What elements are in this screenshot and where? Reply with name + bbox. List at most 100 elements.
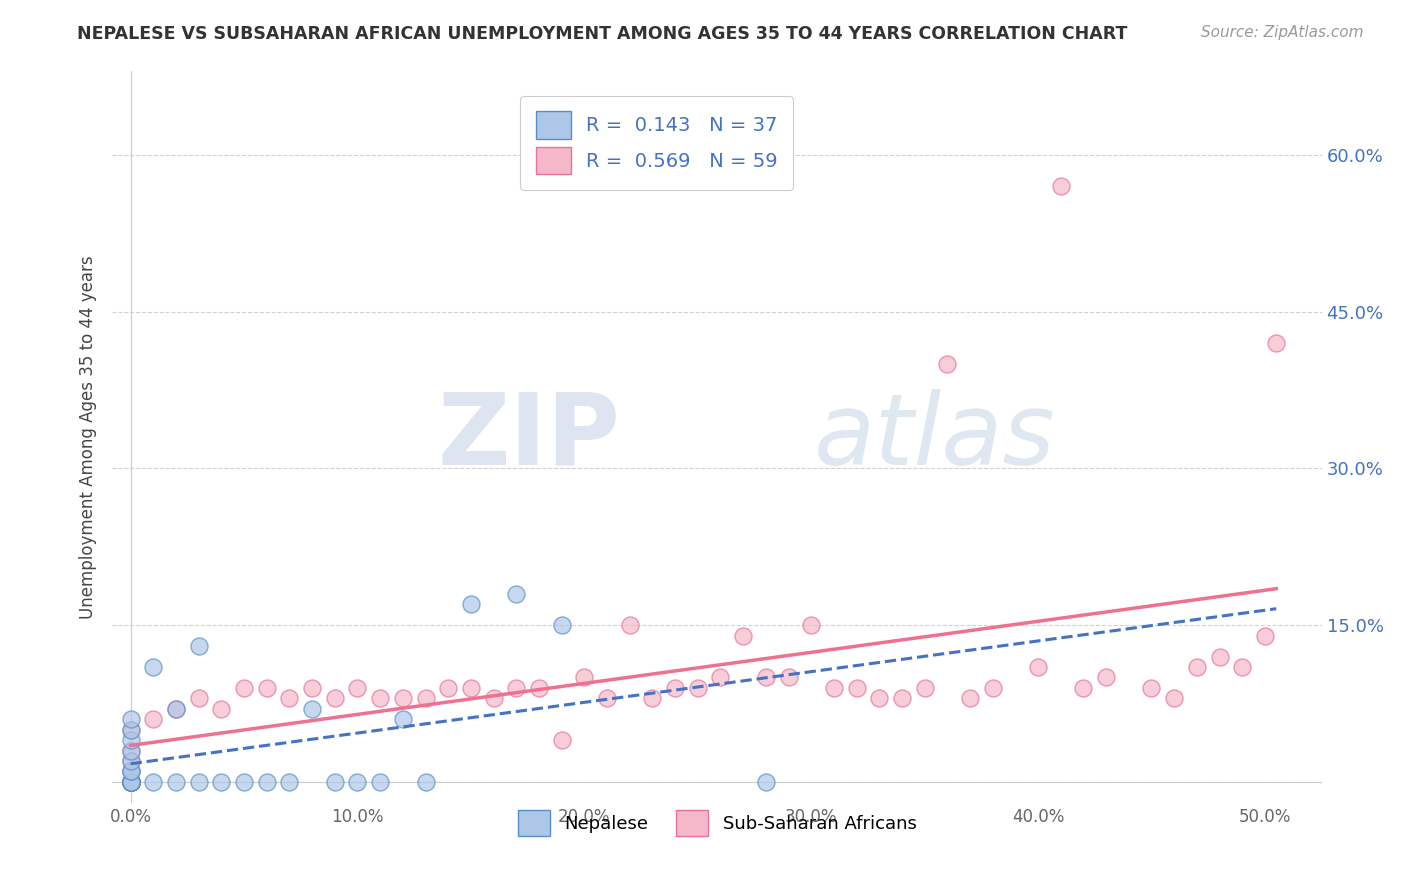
Point	[301, 702, 323, 716]
Point	[1095, 670, 1118, 684]
Point	[550, 618, 572, 632]
Point	[120, 764, 142, 779]
Point	[755, 670, 778, 684]
Point	[120, 775, 142, 789]
Point	[120, 775, 142, 789]
Point	[120, 775, 142, 789]
Point	[120, 723, 142, 737]
Point	[1073, 681, 1095, 695]
Point	[278, 775, 301, 789]
Point	[120, 775, 142, 789]
Point	[120, 712, 142, 726]
Point	[165, 775, 187, 789]
Point	[120, 775, 142, 789]
Point	[323, 775, 346, 789]
Point	[392, 691, 415, 706]
Text: atlas: atlas	[814, 389, 1056, 485]
Point	[415, 691, 437, 706]
Point	[755, 775, 778, 789]
Point	[460, 681, 482, 695]
Point	[550, 733, 572, 747]
Text: ZIP: ZIP	[437, 389, 620, 485]
Point	[301, 681, 323, 695]
Point	[415, 775, 437, 789]
Text: Source: ZipAtlas.com: Source: ZipAtlas.com	[1201, 25, 1364, 40]
Point	[596, 691, 619, 706]
Point	[1185, 660, 1208, 674]
Point	[619, 618, 641, 632]
Point	[209, 702, 232, 716]
Point	[505, 681, 527, 695]
Point	[142, 775, 165, 789]
Point	[664, 681, 686, 695]
Point	[323, 691, 346, 706]
Point	[165, 702, 187, 716]
Point	[187, 691, 209, 706]
Point	[709, 670, 731, 684]
Point	[733, 629, 755, 643]
Point	[574, 670, 596, 684]
Point	[460, 597, 482, 611]
Point	[686, 681, 709, 695]
Point	[120, 743, 142, 757]
Point	[845, 681, 868, 695]
Point	[346, 775, 368, 789]
Y-axis label: Unemployment Among Ages 35 to 44 years: Unemployment Among Ages 35 to 44 years	[79, 255, 97, 619]
Point	[120, 775, 142, 789]
Point	[120, 775, 142, 789]
Point	[368, 775, 391, 789]
Point	[120, 723, 142, 737]
Point	[1208, 649, 1230, 664]
Point	[778, 670, 800, 684]
Point	[914, 681, 936, 695]
Point	[868, 691, 890, 706]
Point	[981, 681, 1004, 695]
Point	[209, 775, 232, 789]
Point	[120, 775, 142, 789]
Point	[527, 681, 550, 695]
Point	[233, 681, 256, 695]
Point	[368, 691, 391, 706]
Point	[120, 754, 142, 768]
Point	[120, 764, 142, 779]
Point	[120, 775, 142, 789]
Point	[437, 681, 460, 695]
Point	[187, 775, 209, 789]
Point	[1265, 336, 1288, 351]
Point	[120, 775, 142, 789]
Point	[120, 775, 142, 789]
Point	[800, 618, 823, 632]
Point	[936, 357, 959, 371]
Point	[187, 639, 209, 653]
Point	[1140, 681, 1163, 695]
Point	[641, 691, 664, 706]
Point	[142, 712, 165, 726]
Point	[120, 775, 142, 789]
Point	[278, 691, 301, 706]
Point	[233, 775, 256, 789]
Point	[120, 775, 142, 789]
Point	[120, 754, 142, 768]
Point	[1049, 179, 1071, 194]
Point	[1232, 660, 1254, 674]
Point	[120, 764, 142, 779]
Point	[120, 775, 142, 789]
Point	[120, 775, 142, 789]
Text: NEPALESE VS SUBSAHARAN AFRICAN UNEMPLOYMENT AMONG AGES 35 TO 44 YEARS CORRELATIO: NEPALESE VS SUBSAHARAN AFRICAN UNEMPLOYM…	[77, 25, 1128, 43]
Point	[256, 775, 278, 789]
Point	[505, 587, 527, 601]
Point	[1026, 660, 1049, 674]
Point	[120, 775, 142, 789]
Legend: Nepalese, Sub-Saharan Africans: Nepalese, Sub-Saharan Africans	[509, 801, 925, 845]
Point	[346, 681, 368, 695]
Point	[392, 712, 415, 726]
Point	[1163, 691, 1185, 706]
Point	[823, 681, 845, 695]
Point	[891, 691, 914, 706]
Point	[120, 733, 142, 747]
Point	[256, 681, 278, 695]
Point	[142, 660, 165, 674]
Point	[959, 691, 981, 706]
Point	[120, 743, 142, 757]
Point	[165, 702, 187, 716]
